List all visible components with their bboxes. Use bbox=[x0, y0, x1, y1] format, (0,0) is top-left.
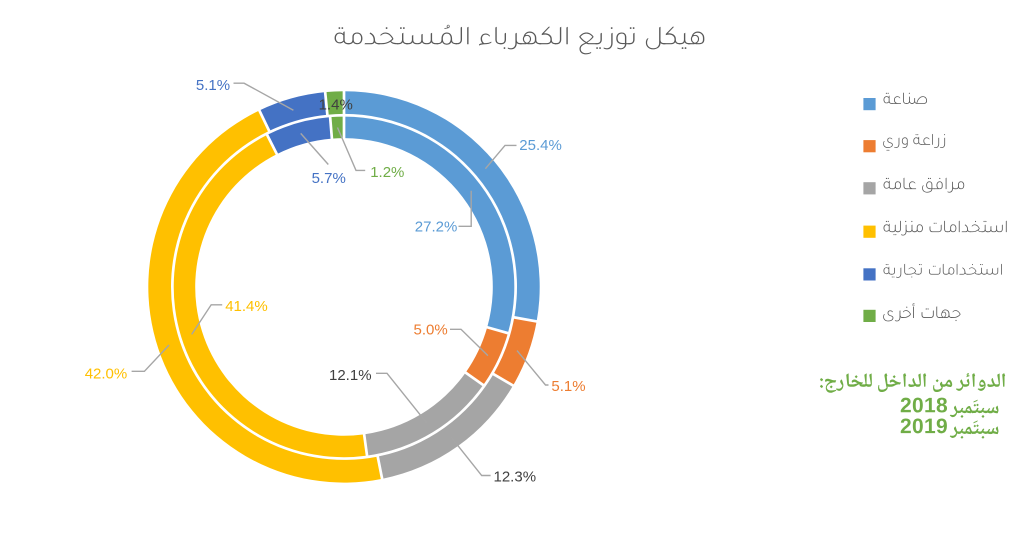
svg-text:5.1%: 5.1% bbox=[196, 77, 230, 94]
svg-text:41.4%: 41.4% bbox=[225, 298, 268, 315]
svg-text:27.2%: 27.2% bbox=[415, 219, 458, 236]
svg-text:25.4%: 25.4% bbox=[519, 137, 562, 154]
svg-text:42.0%: 42.0% bbox=[85, 365, 128, 382]
svg-text:1.4%: 1.4% bbox=[319, 96, 353, 113]
svg-text:12.1%: 12.1% bbox=[329, 367, 372, 384]
svg-text:12.3%: 12.3% bbox=[494, 469, 537, 486]
svg-text:5.0%: 5.0% bbox=[414, 322, 448, 339]
svg-text:5.7%: 5.7% bbox=[312, 170, 346, 187]
svg-text:5.1%: 5.1% bbox=[551, 378, 585, 395]
svg-text:1.2%: 1.2% bbox=[370, 164, 404, 181]
